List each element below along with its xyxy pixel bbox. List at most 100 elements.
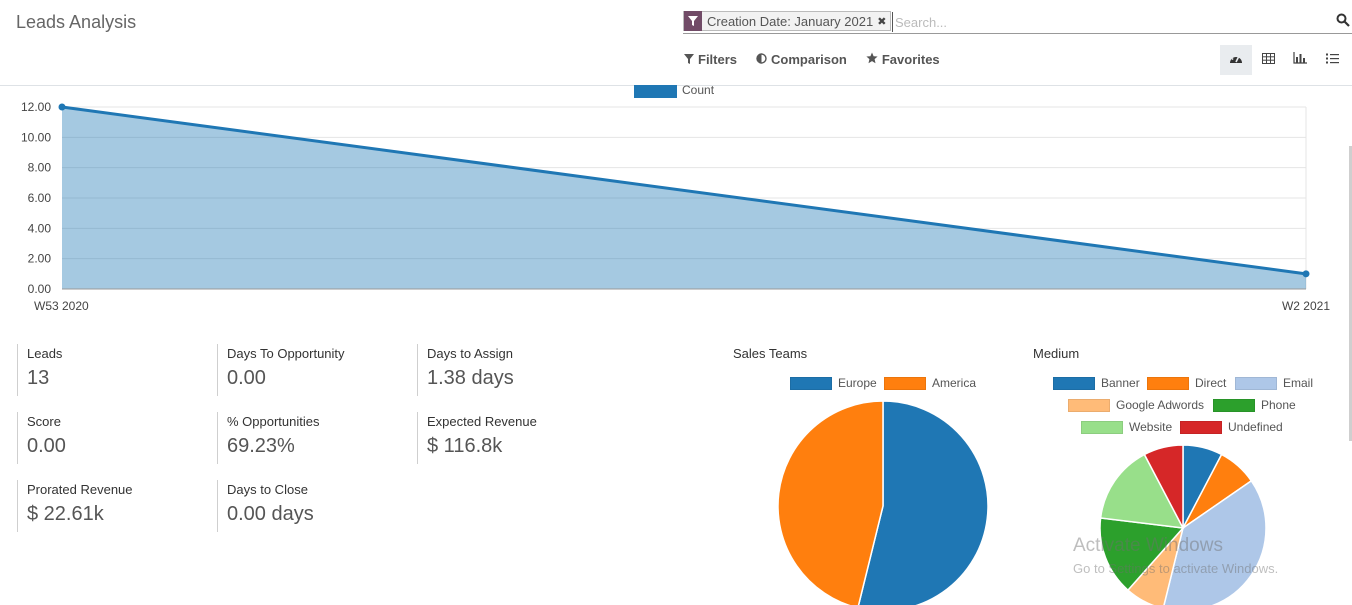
- sales-teams-title: Sales Teams: [733, 346, 808, 361]
- star-icon: [866, 52, 878, 67]
- vertical-scrollbar[interactable]: [1349, 146, 1352, 441]
- data-point[interactable]: [1302, 270, 1310, 278]
- count-line: [61, 105, 1307, 276]
- comparison-button[interactable]: Comparison: [756, 52, 847, 67]
- legend-swatch: [1081, 420, 1123, 434]
- kpi-label: Days to Close: [227, 482, 308, 497]
- activation-watermark: Activate Windows Go to Settings to activ…: [1073, 535, 1278, 576]
- facet-label: Creation Date: January 2021: [707, 13, 874, 29]
- legend-email[interactable]: Email: [1235, 376, 1313, 390]
- kpi-score[interactable]: Score 0.00: [17, 412, 207, 464]
- legend-swatch-count[interactable]: [634, 85, 677, 98]
- kpi-prorated-revenue[interactable]: Prorated Revenue $ 22.61k: [17, 480, 207, 532]
- legend-swatch: [1213, 398, 1255, 412]
- page-title: Leads Analysis: [16, 12, 137, 32]
- legend-website[interactable]: Website: [1081, 420, 1172, 434]
- watermark-subtitle: Go to Settings to activate Windows.: [1073, 561, 1279, 576]
- search-options: Filters Comparison Favorites: [684, 52, 940, 67]
- control-panel: Leads Analysis Creation Date: January 20…: [0, 0, 1352, 86]
- kpi-days-to-assign[interactable]: Days to Assign 1.38 days: [417, 344, 607, 396]
- y-tick-label: 12.00: [21, 100, 51, 114]
- kpi-days-to-opportunity[interactable]: Days To Opportunity 0.00: [217, 344, 407, 396]
- kpi-value: 0.00: [27, 435, 66, 457]
- pie-slice-europe[interactable]: [857, 400, 989, 605]
- y-tick-label: 8.00: [28, 161, 52, 175]
- kpi-label: Leads: [27, 346, 63, 361]
- pie-slice-website[interactable]: [1099, 453, 1185, 529]
- legend-swatch: [790, 376, 832, 390]
- legend-label: Google Adwords: [1116, 398, 1205, 412]
- kpi-days-to-close[interactable]: Days to Close 0.00 days: [217, 480, 407, 532]
- medium-pie: [1099, 444, 1267, 605]
- legend-america[interactable]: America: [884, 376, 976, 390]
- kpi-label: % Opportunities: [227, 414, 320, 429]
- sales-teams-pie: [777, 400, 989, 605]
- legend-label: Website: [1129, 420, 1173, 434]
- legend-label: Email: [1283, 376, 1314, 390]
- filter-icon: [684, 52, 694, 67]
- pie-slice-america[interactable]: [777, 400, 884, 605]
- filters-label: Filters: [698, 52, 738, 67]
- legend-swatch: [1180, 420, 1222, 434]
- dashboard-view-button[interactable]: [1220, 45, 1252, 75]
- favorites-button[interactable]: Favorites: [866, 52, 940, 67]
- legend-undefined[interactable]: Undefined: [1180, 420, 1283, 434]
- y-tick-label: 4.00: [28, 221, 52, 235]
- kpi-value: 0.00 days: [227, 503, 314, 525]
- comparison-label: Comparison: [771, 52, 847, 67]
- search-input[interactable]: [892, 12, 1322, 32]
- search-icon[interactable]: [1336, 13, 1352, 29]
- legend-label: America: [932, 376, 977, 390]
- watermark-title: Activate Windows: [1073, 535, 1223, 556]
- data-point[interactable]: [58, 103, 66, 111]
- kpi-expected-revenue[interactable]: Expected Revenue $ 116.8k: [417, 412, 607, 464]
- kpi-label: Days to Assign: [427, 346, 513, 361]
- y-tick-label: 0.00: [28, 282, 52, 296]
- legend-swatch: [1053, 376, 1095, 390]
- count-area-chart: 0.00 2.00 4.00 6.00 8.00 10.00 12.00 W53 2020 W2…: [21, 84, 1330, 313]
- legend-label: Direct: [1195, 376, 1227, 390]
- legend-direct[interactable]: Direct: [1147, 376, 1226, 390]
- legend-europe[interactable]: Europe: [790, 376, 877, 390]
- list-icon: [1325, 51, 1339, 69]
- medium-title: Medium: [1033, 346, 1080, 361]
- filter-icon: [684, 11, 702, 31]
- y-tick-label: 6.00: [28, 191, 52, 205]
- half-circle-icon: [756, 52, 767, 67]
- x-tick-label: W2 2021: [1282, 299, 1330, 313]
- x-tick-label: W53 2020: [34, 299, 89, 313]
- pie-slice-phone[interactable]: [1099, 517, 1185, 592]
- graph-view-button[interactable]: [1284, 45, 1316, 75]
- count-area: [62, 107, 1306, 289]
- legend-swatch: [1147, 376, 1189, 390]
- pivot-view-button[interactable]: [1252, 45, 1284, 75]
- kpi-opportunities-percent[interactable]: % Opportunities 69.23%: [217, 412, 407, 464]
- y-tick-label: 10.00: [21, 130, 51, 144]
- y-tick-label: 2.00: [28, 252, 52, 266]
- kpi-value: 69.23%: [227, 435, 295, 457]
- legend-label: Europe: [838, 376, 877, 390]
- view-switcher: [1220, 45, 1348, 75]
- kpi-label: Days To Opportunity: [227, 346, 345, 361]
- legend-phone[interactable]: Phone: [1213, 398, 1296, 412]
- legend-google-adwords[interactable]: Google Adwords: [1068, 398, 1204, 412]
- kpi-value: $ 116.8k: [427, 435, 503, 457]
- kpi-label: Score: [27, 414, 61, 429]
- legend-label-count: Count: [682, 84, 715, 97]
- filters-button[interactable]: Filters: [684, 52, 737, 67]
- legend-banner[interactable]: Banner: [1053, 376, 1140, 390]
- legend-label: Phone: [1261, 398, 1296, 412]
- grid-icon: [1261, 51, 1275, 69]
- pie-slice-undefined[interactable]: [1143, 444, 1184, 529]
- kpi-value: 13: [27, 367, 50, 389]
- legend-swatch: [1068, 398, 1110, 412]
- search-facet: Creation Date: January 2021 ✖: [683, 11, 892, 31]
- kpi-leads[interactable]: Leads 13: [17, 344, 207, 396]
- facet-remove-icon[interactable]: ✖: [877, 15, 887, 28]
- legend-label: Undefined: [1228, 420, 1283, 434]
- kpi-label: Expected Revenue: [427, 414, 537, 429]
- search-bar: Creation Date: January 2021 ✖: [683, 10, 1352, 34]
- pie-slice-email[interactable]: [1163, 479, 1267, 605]
- kpi-value: 0.00: [227, 367, 266, 389]
- list-view-button[interactable]: [1316, 45, 1348, 75]
